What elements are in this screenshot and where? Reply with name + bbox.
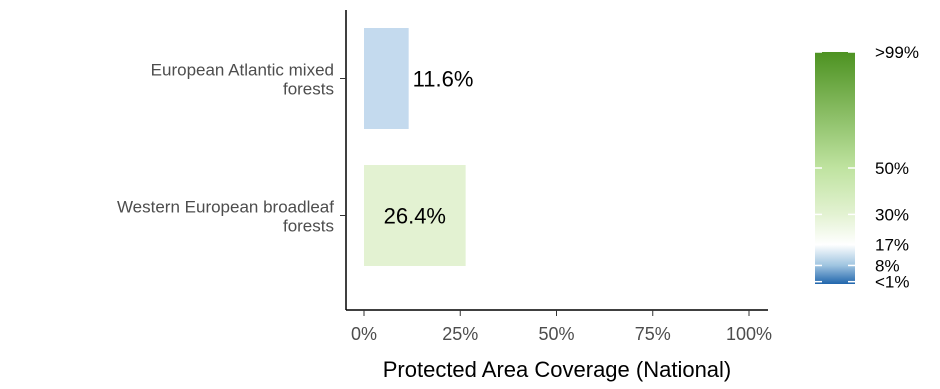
colorbar-label: 30% [875, 205, 909, 224]
x-tick-label: 25% [442, 324, 478, 344]
x-tick-label: 75% [635, 324, 671, 344]
x-tick-label: 50% [538, 324, 574, 344]
colorbar-label: 17% [875, 236, 909, 255]
y-tick-label: Western European broadleaf [117, 198, 334, 217]
bar-value-label: 11.6% [413, 67, 474, 92]
data-labels-group: 11.6% 26.4% [384, 67, 474, 229]
y-tick-label: European Atlantic mixed [151, 61, 334, 80]
colorbar-label: <1% [875, 273, 910, 292]
x-axis-group: 0% 25% 50% 75% 100% [351, 310, 772, 344]
colorbar-label: 8% [875, 256, 900, 275]
colorbar-legend: >99% 50% 30% 17%8%<1% [815, 43, 919, 292]
x-tick-label: 0% [351, 324, 377, 344]
colorbar-label: 50% [875, 159, 909, 178]
bar-value-label: 26.4% [384, 204, 446, 229]
bars-group [364, 28, 466, 266]
x-axis-title: Protected Area Coverage (National) [383, 357, 732, 382]
bar-1 [364, 28, 409, 129]
bar-2 [364, 165, 466, 266]
y-tick-label: forests [283, 80, 334, 99]
x-tick-label: 100% [726, 324, 772, 344]
colorbar-label: >99% [875, 43, 919, 62]
y-tick-label: forests [283, 217, 334, 236]
